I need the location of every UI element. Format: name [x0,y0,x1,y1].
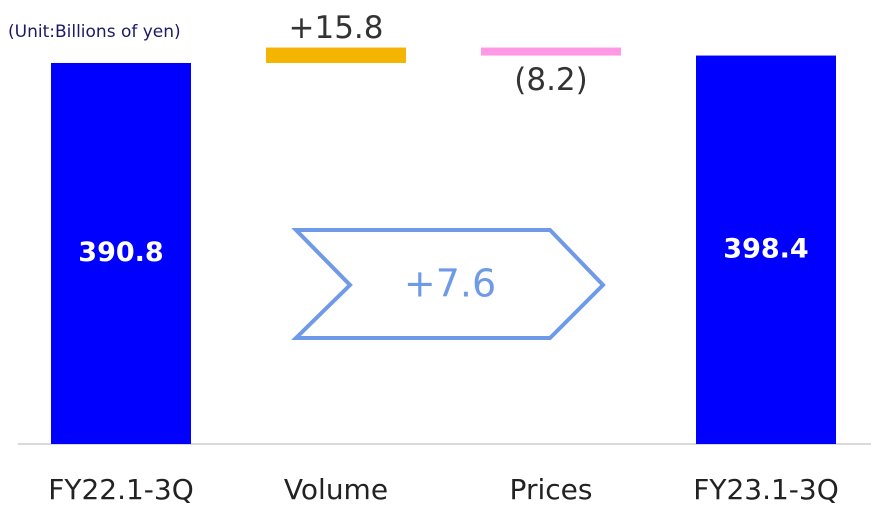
annotation: +7.6 [404,262,496,306]
bar [696,55,836,445]
x-tick-label: FY23.1-3Q [693,473,839,506]
x-tick-label: FY22.1-3Q [48,473,194,506]
x-tick-label: Prices [510,473,593,506]
bar [51,62,191,444]
bar [266,47,406,63]
value-label: (8.2) [514,62,588,98]
value-label: 390.8 [78,237,163,268]
bar [481,47,621,56]
x-tick-label: Volume [284,473,388,506]
value-label: +15.8 [289,10,384,46]
annotation-arrow [291,228,606,340]
value-label: 398.4 [723,233,808,264]
unit-label: (Unit:Billions of yen) [8,22,181,42]
